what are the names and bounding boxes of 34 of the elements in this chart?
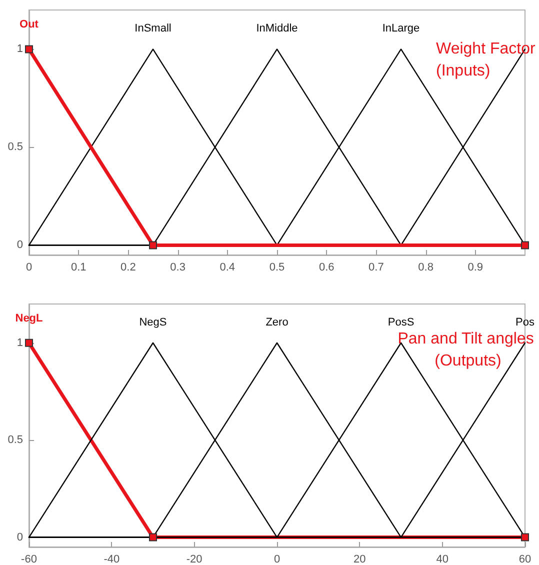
x-tick-label: 0.9 xyxy=(468,262,484,274)
x-tick-label: 0 xyxy=(274,554,280,565)
y-tick-label: 0 xyxy=(16,239,23,252)
series-label: InLarge xyxy=(382,22,420,35)
x-tick-label: 0.4 xyxy=(220,262,236,274)
series-label: InMiddle xyxy=(256,22,298,35)
annotation: Pan and Tilt angles (Outputs) xyxy=(398,330,538,370)
x-tick-label: 0.7 xyxy=(368,262,384,274)
y-tick-label: 0.5 xyxy=(8,434,23,446)
series-label: Zero xyxy=(266,316,288,328)
series-label: Pos xyxy=(516,316,535,328)
series-label: NegS xyxy=(139,316,167,328)
y-tick-label: 1 xyxy=(16,336,23,349)
x-tick-label: 0.6 xyxy=(318,262,334,274)
y-tick-label: 0 xyxy=(16,531,23,544)
series-label: InSmall xyxy=(134,22,172,35)
series-label: PosS xyxy=(388,316,414,328)
x-tick-label: -20 xyxy=(186,554,202,565)
x-tick-label: 0.5 xyxy=(269,262,285,274)
x-tick-label: -40 xyxy=(104,554,120,565)
x-tick-label: -60 xyxy=(21,554,37,565)
x-tick-label: 0.1 xyxy=(70,262,86,274)
x-tick-label: 40 xyxy=(436,554,448,565)
x-tick-label: 0.8 xyxy=(418,262,434,274)
x-tick-label: 60 xyxy=(518,554,532,565)
x-tick-label: 20 xyxy=(354,554,366,565)
x-tick-label: 0.2 xyxy=(120,262,136,274)
y-tick-label: 1 xyxy=(16,43,23,56)
y-tick-label: 0.5 xyxy=(8,141,23,154)
x-tick-label: 0.3 xyxy=(170,262,186,274)
series-label: Out xyxy=(20,18,39,31)
x-tick-label: 0 xyxy=(26,262,32,274)
annotation: Weight Factor (Inputs) xyxy=(436,40,539,80)
series-label: NegL xyxy=(15,312,44,324)
